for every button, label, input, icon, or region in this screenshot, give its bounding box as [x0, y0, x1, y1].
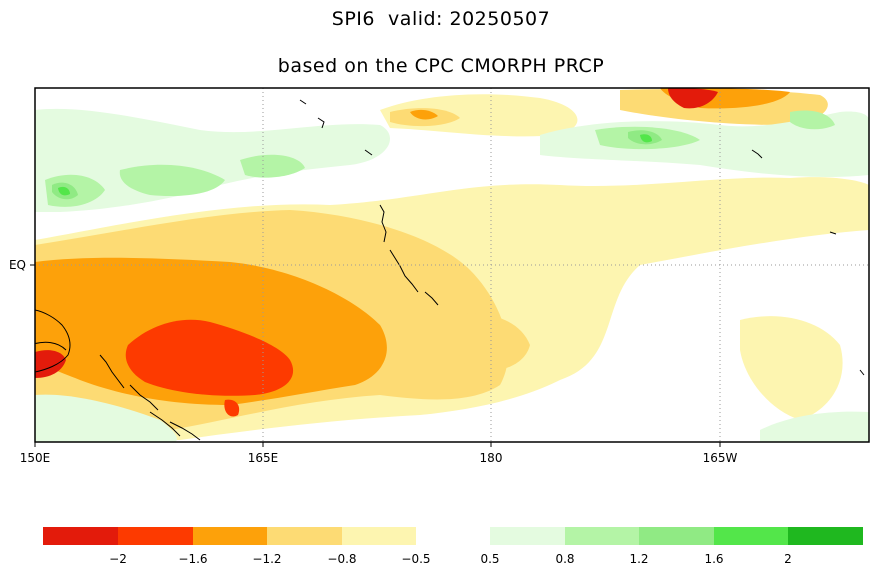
coastline-island-f — [424, 291, 439, 306]
colorbar-swatch-neg-5 — [342, 527, 416, 545]
colorbar: −2 −1.6 −1.2 −0.8 −0.5 0.5 0.8 1.2 1.6 2 — [43, 527, 863, 566]
wet-region-severe — [58, 134, 652, 196]
colorbar-swatch-pos-1 — [490, 527, 565, 545]
colorbar-swatch-pos-4 — [714, 527, 788, 545]
coastline-solomons-3 — [169, 421, 201, 441]
x-axis-label-165e: 165E — [248, 451, 279, 465]
colorbar-labels: −2 −1.6 −1.2 −0.8 −0.5 0.5 0.8 1.2 1.6 2 — [109, 552, 792, 566]
coastline-bougainville — [99, 354, 125, 389]
coastline-island-i — [859, 369, 865, 376]
dry-region-severe — [35, 88, 718, 417]
colorbar-label-pos-1-6: 1.6 — [704, 552, 723, 566]
map-title: SPI6 valid: 20250507 — [331, 8, 551, 30]
x-axis-label-180: 180 — [480, 451, 503, 465]
coastline-solomons-1 — [129, 384, 159, 411]
coastlines — [35, 99, 865, 441]
colorbar-label-pos-0-8: 0.8 — [555, 552, 574, 566]
colorbar-label-neg-1-6: −1.6 — [178, 552, 207, 566]
coastline-island-a — [299, 99, 307, 105]
colorbar-label-neg-1-2: −1.2 — [252, 552, 281, 566]
colorbar-negative — [43, 527, 416, 545]
x-axis-label-165w: 165W — [703, 451, 738, 465]
colorbar-swatch-neg-3 — [193, 527, 267, 545]
map-panel — [35, 88, 869, 442]
colorbar-swatch-neg-1 — [43, 527, 118, 545]
colorbar-label-neg-2: −2 — [109, 552, 127, 566]
colorbar-swatch-neg-2 — [118, 527, 193, 545]
colorbar-swatch-pos-2 — [565, 527, 639, 545]
axis-ticks — [30, 264, 721, 447]
x-axis-label-150e: 150E — [20, 451, 51, 465]
colorbar-label-neg-0-5: −0.5 — [401, 552, 430, 566]
colorbar-label-pos-1-2: 1.2 — [629, 552, 648, 566]
coastline-island-g — [751, 149, 763, 159]
colorbar-swatch-neg-4 — [267, 527, 342, 545]
colorbar-swatch-pos-3 — [639, 527, 714, 545]
y-axis-label-eq: EQ — [9, 258, 26, 272]
colorbar-label-neg-0-8: −0.8 — [327, 552, 356, 566]
colorbar-label-pos-0-5: 0.5 — [480, 552, 499, 566]
coastline-island-b — [317, 117, 325, 129]
colorbar-positive — [490, 527, 863, 545]
coastline-island-c — [364, 149, 373, 156]
coastline-island-d — [379, 204, 387, 243]
map-subtitle: based on the CPC CMORPH PRCP — [277, 55, 605, 77]
coastline-new-britain — [35, 341, 67, 351]
coastline-new-guinea — [35, 309, 71, 373]
coastline-island-e — [389, 249, 419, 293]
coastline-island-h — [829, 231, 837, 235]
colorbar-label-pos-2: 2 — [784, 552, 792, 566]
gridlines — [35, 88, 869, 442]
coastline-solomons-2 — [149, 411, 181, 437]
colorbar-swatch-pos-5 — [788, 527, 863, 545]
axis-labels: 150E 165E 180 165W EQ — [9, 258, 738, 465]
